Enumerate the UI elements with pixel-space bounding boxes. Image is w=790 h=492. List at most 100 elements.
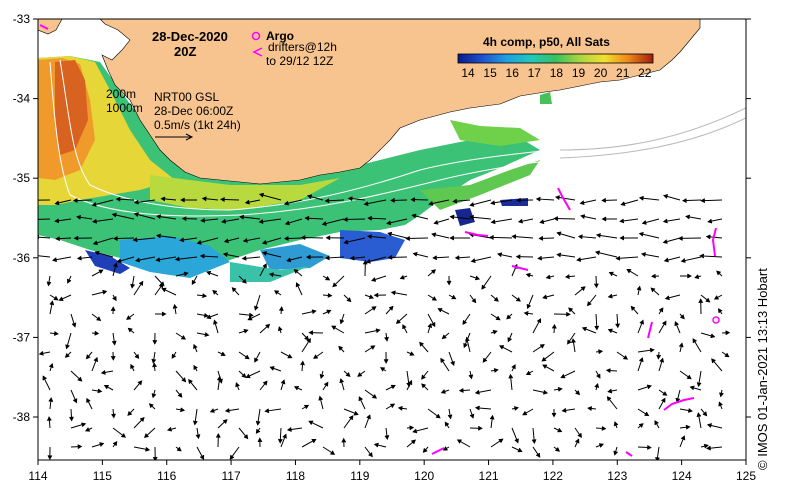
current-vector — [532, 389, 549, 395]
current-vector — [482, 351, 492, 363]
current-vector — [91, 269, 104, 277]
current-vector — [411, 213, 429, 220]
current-vector — [103, 384, 114, 391]
current-vector — [606, 396, 618, 410]
current-vector — [264, 408, 282, 414]
current-vector — [277, 427, 283, 444]
current-vector — [48, 397, 54, 410]
current-vector — [151, 351, 157, 364]
current-vector — [387, 231, 408, 239]
current-vector — [322, 293, 333, 298]
current-vector — [339, 378, 345, 391]
current-vector — [111, 212, 135, 220]
current-vector — [717, 308, 723, 315]
current-vector — [343, 408, 359, 416]
current-vector — [373, 292, 387, 298]
current-vector — [601, 197, 618, 203]
current-vector — [196, 313, 209, 318]
current-vector — [70, 313, 77, 328]
current-vector — [364, 414, 371, 429]
current-vector — [553, 311, 571, 317]
current-vector — [428, 199, 450, 206]
current-vector — [650, 287, 660, 296]
current-vector — [469, 275, 481, 281]
current-vector — [718, 401, 723, 410]
current-vector — [143, 427, 156, 439]
current-vector — [387, 255, 408, 260]
current-vector — [258, 192, 282, 201]
current-vector — [293, 269, 303, 277]
current-vector — [284, 218, 303, 226]
current-vector — [541, 351, 555, 362]
current-vector — [561, 408, 576, 413]
current-vector — [595, 370, 601, 379]
current-vector — [386, 218, 408, 226]
current-vector — [658, 389, 668, 396]
current-vector — [587, 406, 597, 411]
current-vector — [175, 332, 187, 340]
current-vector — [613, 421, 619, 429]
current-vector — [244, 199, 261, 205]
current-vector — [152, 446, 158, 460]
current-vector — [465, 336, 471, 353]
current-vector — [362, 259, 368, 277]
current-vector — [343, 294, 352, 303]
current-vector — [448, 351, 455, 367]
current-vector — [508, 373, 514, 391]
x-tick-label: 121 — [479, 469, 499, 483]
current-vector — [517, 218, 534, 224]
x-tick-label: 115 — [93, 469, 112, 483]
current-vector — [151, 389, 157, 399]
current-vector — [127, 327, 135, 334]
current-vector — [255, 408, 261, 426]
depth-contours-offshore — [559, 107, 746, 159]
current-vector — [716, 270, 723, 277]
current-vector — [574, 438, 580, 448]
current-vector — [259, 263, 267, 277]
x-tick-label: 116 — [157, 469, 176, 483]
current-vector — [64, 351, 72, 358]
current-vector — [679, 370, 692, 380]
current-vector — [444, 421, 450, 429]
current-vector — [220, 197, 240, 202]
current-vector — [456, 439, 471, 448]
current-vector — [489, 414, 495, 429]
current-vector — [390, 290, 408, 296]
contour-label-1000: 1000m — [106, 101, 143, 115]
current-vector — [301, 309, 317, 315]
current-vector — [172, 303, 178, 315]
current-vector — [255, 427, 261, 434]
depth-contours — [49, 59, 746, 217]
current-vector — [462, 313, 471, 326]
y-tick-label: -33 — [13, 12, 31, 26]
colorbar-title: 4h comp, p50, All Sats — [483, 35, 610, 49]
current-vector — [571, 338, 576, 353]
current-vector — [607, 328, 618, 334]
current-vector — [258, 218, 282, 224]
current-vector — [711, 358, 723, 372]
current-vector — [300, 235, 324, 240]
current-vector — [91, 388, 103, 394]
current-vector — [357, 370, 366, 377]
current-vector — [135, 256, 156, 263]
colorbar-tick-label: 20 — [594, 66, 608, 80]
current-vector — [112, 262, 118, 277]
current-vector — [91, 330, 100, 336]
current-vector — [67, 275, 72, 284]
colorbar — [457, 53, 654, 64]
current-vector — [674, 321, 681, 334]
current-vector — [499, 345, 513, 353]
current-vector — [490, 438, 504, 448]
current-vector — [156, 214, 177, 220]
current-vector — [696, 370, 702, 388]
current-vector — [224, 408, 240, 413]
current-vector — [268, 272, 282, 277]
current-vector — [658, 357, 665, 372]
current-vector — [247, 313, 261, 321]
current-vector — [515, 254, 534, 260]
current-vector — [115, 196, 135, 202]
current-vector — [269, 366, 282, 372]
current-vector — [46, 275, 52, 287]
current-vector — [180, 197, 198, 203]
current-vector — [526, 294, 534, 310]
